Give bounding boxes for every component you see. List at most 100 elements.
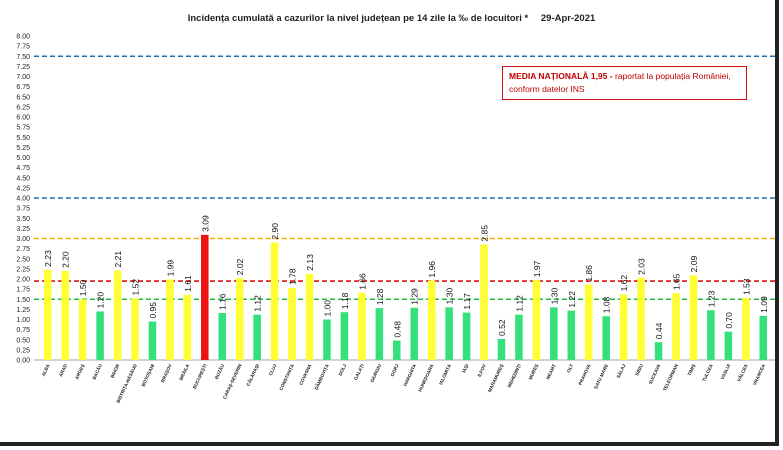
- y-tick-label: 0.25: [16, 347, 30, 354]
- y-tick-label: 4.75: [16, 165, 30, 172]
- value-label: 1.78: [288, 268, 298, 285]
- value-label: 2.21: [113, 251, 123, 268]
- value-label: 0.52: [497, 319, 507, 336]
- category-label: BACĂU: [91, 362, 104, 380]
- category-label: ILFOV: [477, 362, 488, 377]
- y-tick-label: 7.75: [16, 44, 30, 51]
- y-tick-label: 1.75: [16, 287, 30, 294]
- national-average-box: MEDIA NAȚIONALĂ 1,95 - raportat la popul…: [502, 66, 747, 100]
- bar: [532, 280, 541, 360]
- y-tick-label: 3.25: [16, 226, 30, 233]
- value-label: 1.20: [96, 292, 106, 309]
- category-label: IALOMIȚA: [438, 363, 452, 386]
- bar: [462, 312, 471, 360]
- value-label: 1.28: [375, 288, 385, 305]
- chart-title-main: Incidența cumulată a cazurilor la nivel …: [187, 13, 529, 24]
- value-label: 1.16: [218, 293, 228, 310]
- y-tick-label: 2.00: [16, 277, 30, 284]
- y-tick-label: 7.25: [16, 64, 30, 71]
- y-tick-label: 2.50: [16, 256, 30, 263]
- category-label: TELEORMAN: [662, 363, 679, 392]
- bar: [585, 284, 593, 360]
- value-label: 1.12: [514, 295, 524, 312]
- bar: [288, 287, 296, 360]
- bar: [637, 277, 645, 360]
- value-label: 2.85: [480, 225, 490, 242]
- y-tick-label: 5.00: [16, 155, 30, 162]
- value-label: 1.17: [462, 293, 472, 310]
- y-tick-label: 5.25: [16, 145, 30, 152]
- bar: [218, 313, 226, 360]
- category-label: MARAMUREȘ: [487, 363, 505, 393]
- value-label: 2.13: [305, 254, 315, 271]
- y-tick-label: 6.25: [16, 104, 30, 111]
- category-label: VASLUI: [720, 363, 732, 380]
- bar: [323, 319, 331, 360]
- value-label: 1.00: [322, 300, 332, 317]
- value-label: 1.50: [78, 279, 88, 296]
- bar: [358, 292, 366, 360]
- bar: [393, 340, 401, 360]
- category-label: CONSTANȚA: [278, 363, 295, 392]
- category-label: GORJ: [390, 363, 400, 377]
- y-tick-label: 2.25: [16, 266, 30, 273]
- y-tick-label: 4.50: [16, 175, 30, 182]
- national-average-line1: MEDIA NAȚIONALĂ 1,95 - raportat la popul…: [509, 70, 740, 83]
- bar: [305, 273, 314, 360]
- bar: [410, 307, 418, 360]
- category-label: ARAD: [58, 363, 68, 378]
- y-tick-label: 4.00: [16, 196, 30, 203]
- category-label: MEHEDINȚI: [507, 363, 522, 388]
- bar: [550, 307, 558, 360]
- category-label: BIHOR: [110, 363, 121, 379]
- chart-title: Incidența cumulată a cazurilor la nivel …: [0, 13, 783, 24]
- national-average-line2: conform datelor INS: [509, 84, 585, 94]
- value-label: 1.30: [445, 288, 455, 305]
- bar: [427, 280, 436, 360]
- bar: [113, 270, 122, 360]
- national-average-note: raportat la populația României,: [612, 71, 731, 81]
- value-label: 1.99: [165, 260, 175, 277]
- bar: [148, 321, 157, 360]
- y-tick-label: 5.50: [16, 135, 30, 142]
- y-tick-label: 7.00: [16, 74, 30, 81]
- bar: [654, 342, 663, 360]
- value-label: 1.97: [532, 260, 542, 277]
- y-tick-label: 6.00: [16, 115, 30, 122]
- y-tick-label: 6.75: [16, 84, 30, 91]
- y-tick-label: 1.00: [16, 317, 30, 324]
- category-label: CĂLĂRAȘI: [245, 363, 261, 387]
- bar: [253, 314, 261, 360]
- value-label: 1.18: [340, 292, 350, 309]
- category-label: DOLJ: [338, 363, 348, 377]
- value-label: 2.20: [61, 251, 71, 268]
- value-label: 1.62: [619, 275, 629, 292]
- value-label: 1.65: [672, 273, 682, 290]
- category-label: VÂLCEA: [735, 362, 749, 382]
- y-tick-label: 4.25: [16, 185, 30, 192]
- bar: [672, 293, 680, 360]
- value-label: 1.53: [741, 278, 751, 295]
- category-label: PRAHOVA: [578, 363, 592, 386]
- category-label: SATU MARE: [593, 363, 609, 390]
- y-tick-label: 1.25: [16, 307, 30, 314]
- bar: [270, 242, 279, 360]
- category-label: IAȘI: [461, 363, 470, 374]
- category-label: BRAȘOV: [160, 362, 174, 383]
- y-tick-label: 5.75: [16, 125, 30, 132]
- bar: [515, 314, 523, 360]
- y-tick-label: 6.50: [16, 94, 30, 101]
- bar: [131, 298, 139, 360]
- y-tick-label: 1.50: [16, 297, 30, 304]
- bar: [78, 299, 87, 360]
- y-tick-label: 0.75: [16, 327, 30, 334]
- y-tick-label: 7.50: [16, 54, 30, 61]
- y-tick-label: 3.50: [16, 216, 30, 223]
- bar: [759, 315, 768, 360]
- y-tick-label: 0.50: [16, 337, 30, 344]
- value-label: 1.29: [410, 288, 420, 305]
- value-label: 0.95: [148, 302, 158, 319]
- category-label: SĂLAJ: [615, 362, 627, 379]
- value-label: 1.12: [253, 295, 263, 312]
